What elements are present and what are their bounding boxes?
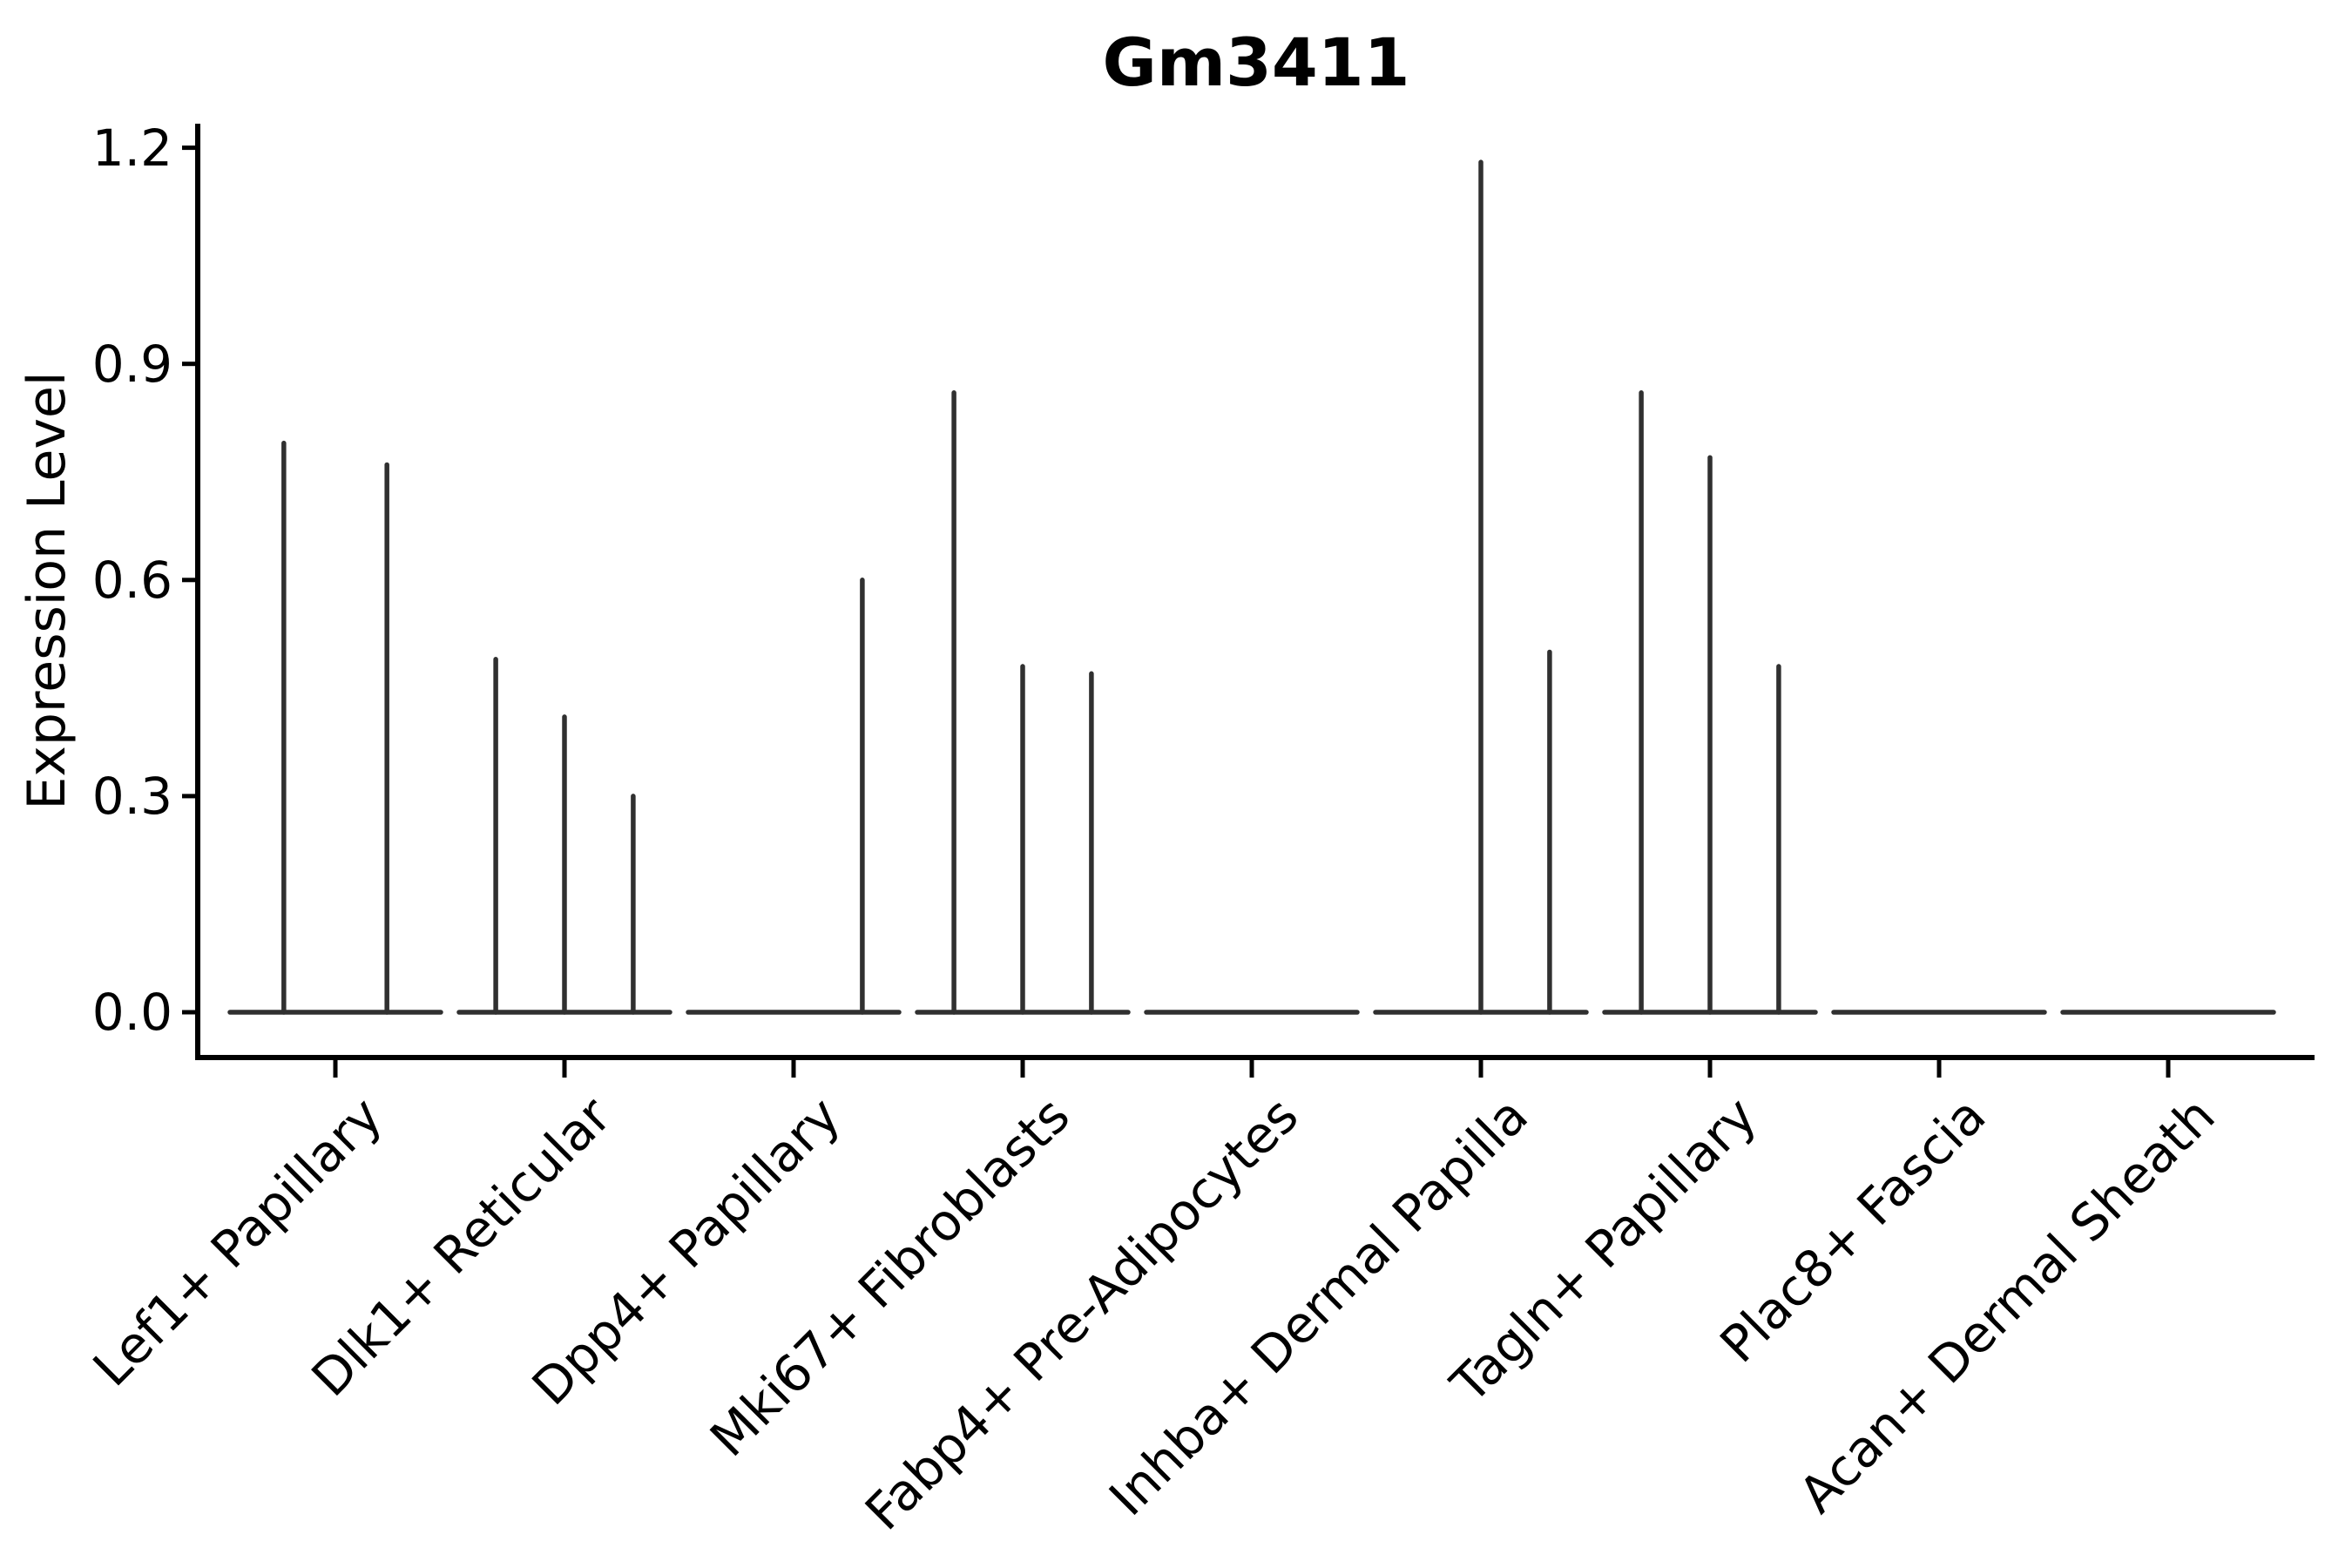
plot-title: Gm3411 (1102, 24, 1410, 101)
y-tick-label: 0.0 (91, 983, 172, 1042)
y-tick-label: 0.6 (91, 550, 172, 610)
y-tick-label: 0.3 (91, 766, 172, 826)
y-tick-label: 1.2 (91, 118, 172, 178)
y-tick-label: 0.9 (91, 334, 172, 394)
